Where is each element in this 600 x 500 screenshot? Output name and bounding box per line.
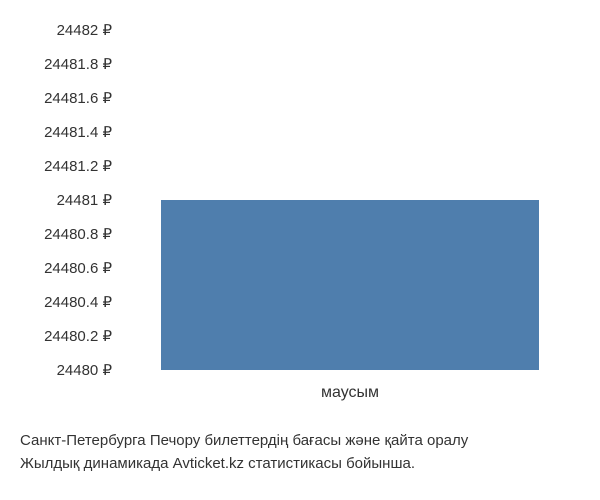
y-tick-label: 24481.6 ₽: [44, 89, 112, 107]
y-tick-label: 24480.8 ₽: [44, 225, 112, 243]
caption-line-1: Санкт-Петербурга Печору билеттердің баға…: [20, 430, 468, 453]
y-tick-label: 24480.2 ₽: [44, 327, 112, 345]
plot-area: маусым: [120, 30, 580, 370]
y-tick-label: 24481.8 ₽: [44, 55, 112, 73]
bar: [161, 200, 538, 370]
y-tick-label: 24481 ₽: [57, 191, 112, 209]
y-tick-label: 24481.4 ₽: [44, 123, 112, 141]
y-tick-label: 24480 ₽: [57, 361, 112, 379]
y-tick-label: 24481.2 ₽: [44, 157, 112, 175]
y-tick-label: 24480.4 ₽: [44, 293, 112, 311]
x-tick-label: маусым: [321, 384, 379, 402]
y-tick-label: 24480.6 ₽: [44, 259, 112, 277]
chart-caption: Санкт-Петербурга Печору билеттердің баға…: [20, 430, 468, 475]
caption-line-2: Жылдық динамикада Avticket.kz статистика…: [20, 453, 468, 476]
y-tick-label: 24482 ₽: [57, 21, 112, 39]
chart-container: 24480 ₽ 24480.2 ₽ 24480.4 ₽ 24480.6 ₽ 24480.…: [10, 30, 590, 400]
y-axis: 24480 ₽24480.2 ₽24480.4 ₽24480.6 ₽24480.…: [10, 30, 120, 370]
